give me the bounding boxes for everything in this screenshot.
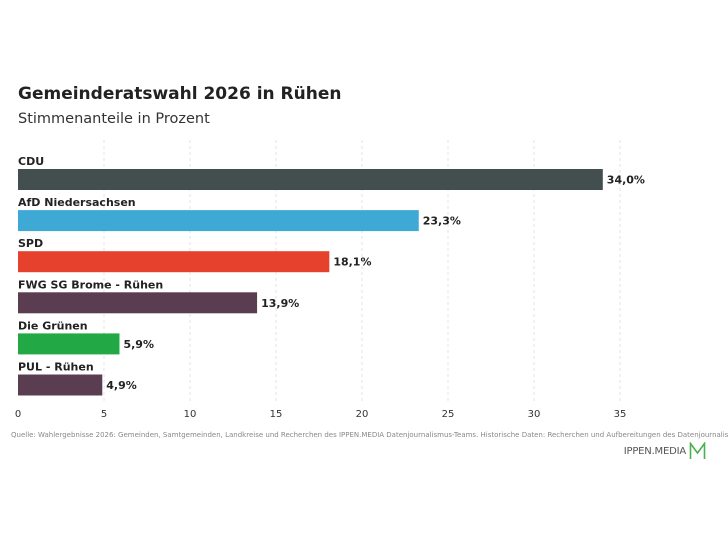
x-tick-label: 35 (614, 409, 627, 420)
bar (18, 333, 120, 355)
category-label: CDU (18, 155, 44, 168)
source-note: Quelle: Wahlergebnisse 2026: Gemeinden, … (11, 431, 728, 439)
bar (18, 292, 258, 314)
m-logo-icon (689, 442, 706, 459)
bar (18, 251, 330, 273)
x-tick-label: 20 (356, 409, 369, 420)
value-label: 23,3% (423, 215, 461, 228)
bar (18, 210, 419, 232)
bar-chart: CDU 34,0% AfD Niedersachsen 23,3% SPD 18,1% FW… (15, 140, 645, 420)
x-tick-label: 0 (15, 409, 21, 420)
value-label: 13,9% (261, 297, 299, 310)
value-label: 34,0% (607, 174, 645, 187)
category-label: FWG SG Brome - Rühen (18, 278, 163, 291)
bars: CDU 34,0% AfD Niedersachsen 23,3% SPD 18,1% FW… (18, 155, 645, 396)
bar (18, 374, 103, 396)
category-label: AfD Niedersachsen (18, 196, 136, 209)
category-label: PUL - Rühen (18, 361, 94, 374)
x-tick-label: 15 (270, 409, 283, 420)
value-label: 5,9% (123, 338, 154, 351)
x-tick-label: 30 (528, 409, 541, 420)
x-tick-label: 5 (101, 409, 107, 420)
publisher-logo: IPPEN.MEDIA (624, 442, 706, 460)
value-label: 18,1% (333, 256, 371, 269)
value-label: 4,9% (106, 379, 137, 392)
x-tick-label: 10 (184, 409, 197, 420)
bar (18, 169, 603, 190)
category-label: Die Grünen (18, 319, 88, 332)
x-axis-ticks: 0 5 10 15 20 25 30 35 (15, 409, 627, 420)
category-label: SPD (18, 237, 43, 250)
chart-subtitle: Stimmenanteile in Prozent (18, 111, 210, 127)
x-tick-label: 25 (442, 409, 455, 420)
chart-title: Gemeinderatswahl 2026 in Rühen (18, 84, 342, 104)
logo-text: IPPEN.MEDIA (623, 445, 686, 457)
